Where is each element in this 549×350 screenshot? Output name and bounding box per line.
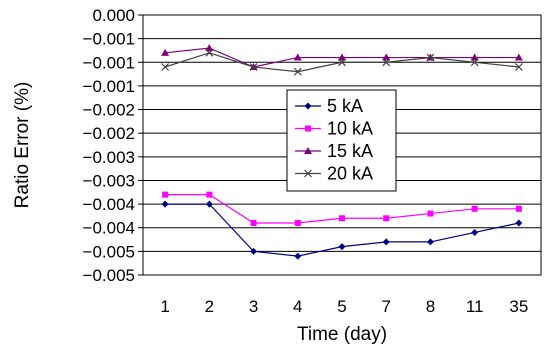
legend-label: 15 kA: [327, 141, 373, 161]
y-tick-label: −0.004: [83, 195, 135, 214]
data-point-marker: [304, 147, 312, 154]
data-point-marker: [515, 205, 522, 212]
data-point-marker: [426, 53, 435, 62]
data-point-marker: [382, 238, 390, 246]
data-point-marker: [293, 67, 302, 76]
y-tick-label: −0.002: [83, 101, 135, 120]
data-point-marker: [161, 48, 170, 56]
data-point-marker: [514, 63, 523, 71]
data-point-marker: [294, 220, 301, 226]
x-tick-label: 1: [160, 297, 169, 316]
data-point-marker: [470, 58, 479, 67]
data-point-marker: [250, 247, 258, 255]
data-point-marker: [339, 215, 345, 222]
x-axis-ticks: 1 2 3 4 5 7 8 11 35: [160, 297, 528, 316]
data-point-marker: [293, 53, 302, 61]
data-point-marker: [249, 63, 258, 71]
legend-item: 10 kA: [295, 119, 373, 139]
y-tick-label: −0.001: [83, 53, 135, 72]
y-tick-label: −0.003: [83, 171, 135, 190]
series-layer: [161, 44, 523, 260]
legend-label: 20 kA: [327, 164, 373, 184]
legend-item: 5 kA: [295, 96, 363, 116]
series-10-ka: [162, 191, 522, 226]
y-tick-label: −0.002: [83, 124, 135, 143]
data-point-marker: [383, 215, 390, 222]
x-tick-label: 5: [337, 297, 346, 316]
data-point-marker: [162, 191, 169, 198]
y-axis-title: Ratio Error (%): [12, 82, 33, 209]
data-point-marker: [382, 53, 391, 61]
data-point-marker: [305, 125, 311, 132]
x-tick-label: 11: [466, 297, 484, 316]
y-tick-label: −0.005: [83, 266, 135, 285]
legend-label: 5 kA: [327, 96, 363, 116]
data-point-marker: [161, 63, 170, 71]
data-point-marker: [338, 243, 346, 251]
series-15-ka: [161, 44, 523, 70]
x-tick-label: 7: [381, 297, 390, 316]
x-tick-label: 8: [426, 297, 435, 316]
x-tick-label: 3: [249, 297, 258, 316]
x-axis-title: Time (day): [297, 324, 387, 345]
x-tick-label: 4: [293, 297, 302, 316]
legend-label: 10 kA: [327, 119, 373, 139]
data-point-marker: [205, 200, 213, 208]
data-point-marker: [514, 53, 523, 61]
data-point-marker: [338, 58, 346, 67]
legend-item: 15 kA: [295, 141, 373, 161]
data-point-marker: [161, 200, 169, 208]
data-point-marker: [205, 48, 214, 57]
y-tick-label: −0.004: [83, 219, 135, 238]
y-tick-label: −0.005: [83, 242, 135, 261]
y-axis-ticks: 0.000 −0.001 −0.001 −0.001 −0.002 −0.002 −0.00…: [83, 6, 143, 285]
data-point-marker: [304, 169, 312, 178]
data-point-marker: [470, 53, 479, 61]
data-point-marker: [250, 220, 257, 226]
data-point-marker: [294, 252, 302, 260]
data-point-marker: [427, 210, 434, 217]
legend-item: 20 kA: [295, 164, 373, 184]
y-tick-label: −0.001: [83, 77, 135, 96]
data-point-marker: [426, 238, 434, 246]
series-5-ka: [161, 200, 523, 260]
plot-area: [142, 14, 542, 276]
data-point-marker: [382, 58, 391, 67]
data-point-marker: [206, 191, 213, 198]
data-point-marker: [515, 219, 523, 227]
series-20-ka: [161, 48, 523, 76]
legend-box: [286, 89, 397, 192]
data-point-marker: [205, 44, 214, 52]
y-tick-label: 0.000: [92, 6, 135, 25]
data-point-marker: [471, 205, 478, 212]
data-point-marker: [304, 102, 312, 110]
y-tick-label: −0.003: [83, 148, 135, 167]
x-tick-label: 35: [509, 297, 528, 316]
y-tick-label: −0.001: [83, 30, 135, 49]
x-tick-label: 2: [205, 297, 214, 316]
data-point-marker: [471, 228, 479, 236]
data-point-marker: [338, 53, 346, 61]
